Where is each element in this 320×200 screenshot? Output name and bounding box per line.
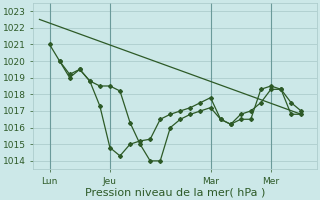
- X-axis label: Pression niveau de la mer( hPa ): Pression niveau de la mer( hPa ): [85, 187, 266, 197]
